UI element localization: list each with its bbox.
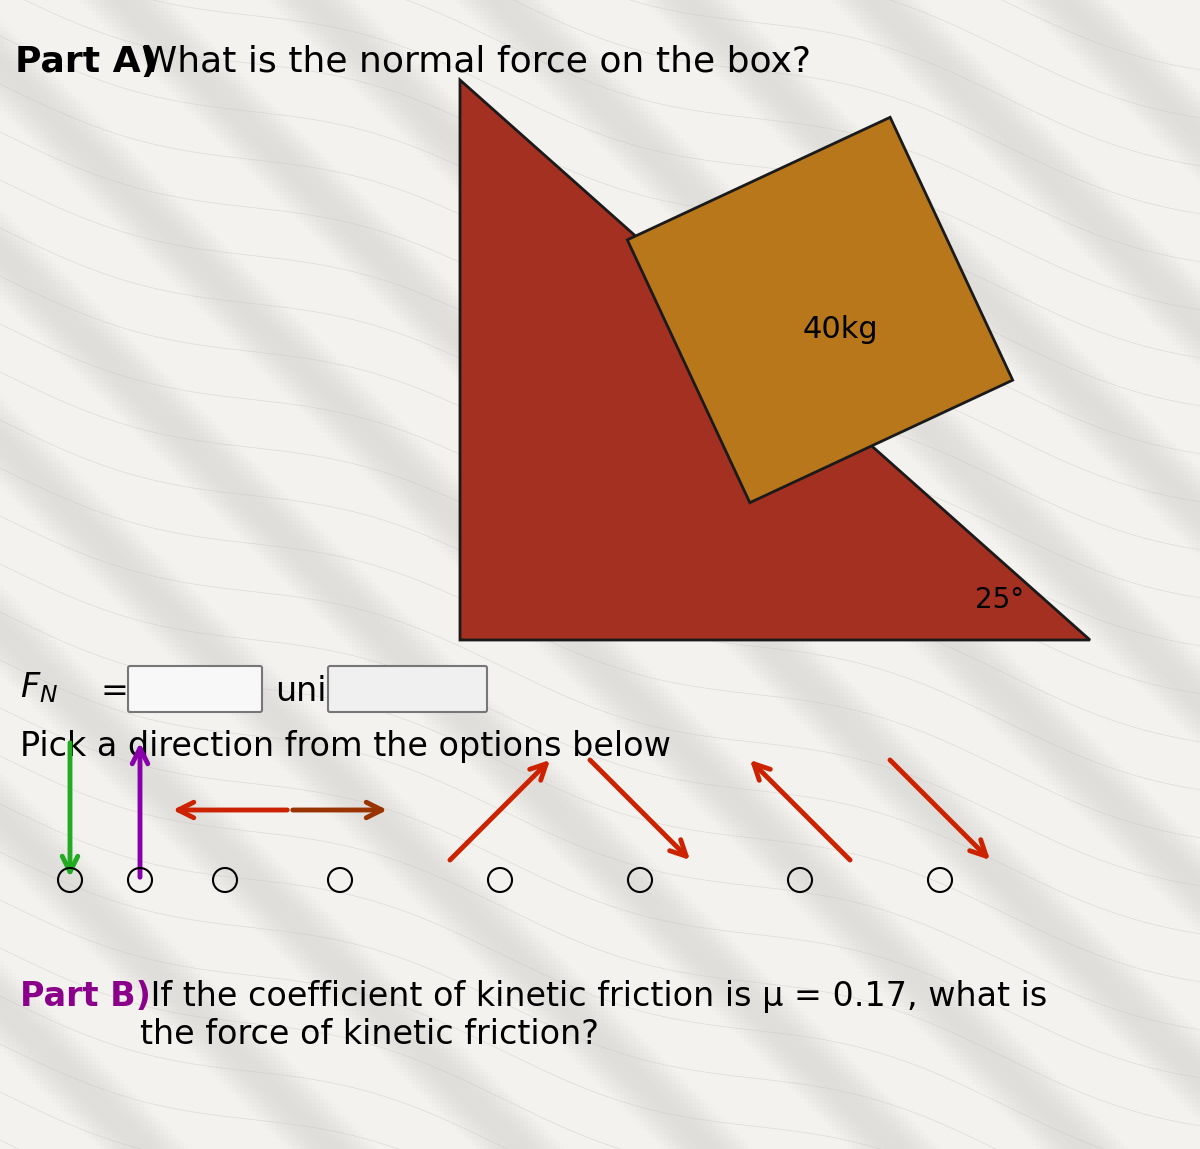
- Text: =: =: [100, 674, 128, 708]
- Text: 40kg: 40kg: [802, 316, 878, 345]
- Text: Part A): Part A): [14, 45, 157, 79]
- Text: Part B): Part B): [20, 980, 151, 1013]
- Text: If the coefficient of kinetic friction is μ = 0.17, what is
the force of kinetic: If the coefficient of kinetic friction i…: [140, 980, 1048, 1051]
- FancyBboxPatch shape: [128, 666, 262, 712]
- Polygon shape: [460, 80, 1090, 640]
- Text: $F_N$: $F_N$: [20, 670, 58, 704]
- Text: Pick a direction from the options below: Pick a direction from the options below: [20, 730, 671, 763]
- Text: unit: unit: [275, 674, 340, 708]
- Polygon shape: [628, 117, 1013, 503]
- FancyBboxPatch shape: [328, 666, 487, 712]
- Text: 25°: 25°: [976, 586, 1025, 614]
- Text: What is the normal force on the box?: What is the normal force on the box?: [130, 45, 811, 79]
